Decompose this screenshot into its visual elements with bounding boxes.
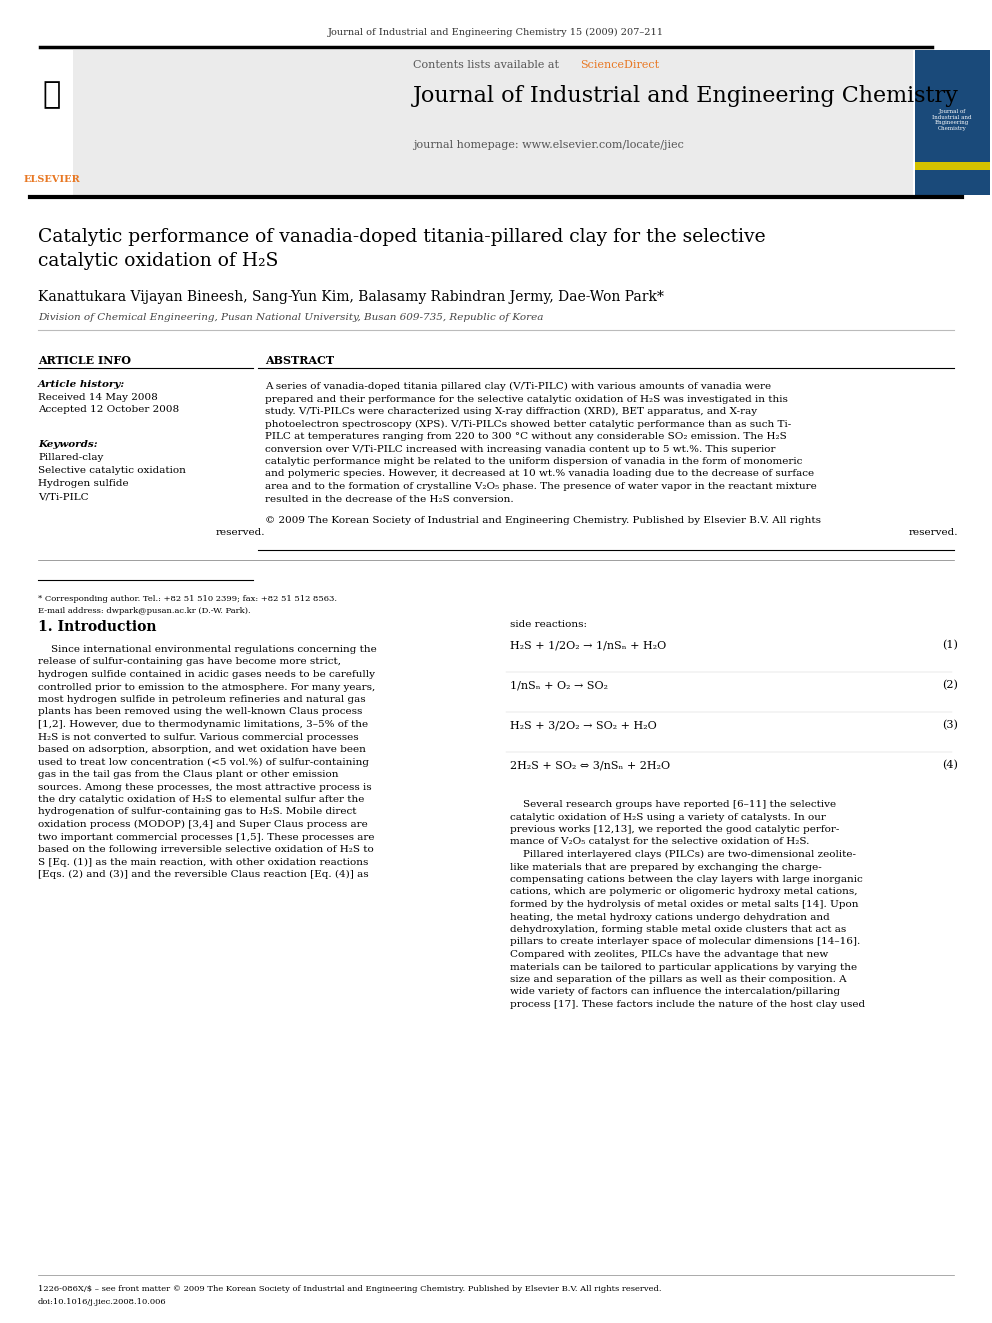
Text: resulted in the decrease of the H₂S conversion.: resulted in the decrease of the H₂S conv…	[265, 495, 514, 504]
Text: like materials that are prepared by exchanging the charge-: like materials that are prepared by exch…	[510, 863, 821, 872]
Text: H₂S + 3/2O₂ → SO₂ + H₂O: H₂S + 3/2O₂ → SO₂ + H₂O	[510, 720, 657, 730]
Text: A series of vanadia-doped titania pillared clay (V/Ti-PILC) with various amounts: A series of vanadia-doped titania pillar…	[265, 382, 771, 392]
Text: previous works [12,13], we reported the good catalytic perfor-: previous works [12,13], we reported the …	[510, 826, 839, 833]
Text: materials can be tailored to particular applications by varying the: materials can be tailored to particular …	[510, 963, 857, 971]
Text: and polymeric species. However, it decreased at 10 wt.% vanadia loading due to t: and polymeric species. However, it decre…	[265, 470, 814, 479]
Text: 1226-086X/$ – see front matter © 2009 The Korean Society of Industrial and Engin: 1226-086X/$ – see front matter © 2009 Th…	[38, 1285, 662, 1293]
Text: ARTICLE INFO: ARTICLE INFO	[38, 355, 131, 366]
Text: Pillared interlayered clays (PILCs) are two-dimensional zeolite-: Pillared interlayered clays (PILCs) are …	[510, 849, 856, 859]
Text: (2): (2)	[942, 680, 958, 691]
Text: Contents lists available at: Contents lists available at	[413, 60, 562, 70]
Text: prepared and their performance for the selective catalytic oxidation of H₂S was : prepared and their performance for the s…	[265, 394, 788, 404]
Text: (3): (3)	[942, 720, 958, 730]
Text: hydrogenation of sulfur-containing gas to H₂S. Mobile direct: hydrogenation of sulfur-containing gas t…	[38, 807, 356, 816]
Text: [Eqs. (2) and (3)] and the reversible Claus reaction [Eq. (4)] as: [Eqs. (2) and (3)] and the reversible Cl…	[38, 871, 369, 878]
Text: [1,2]. However, due to thermodynamic limitations, 3–5% of the: [1,2]. However, due to thermodynamic lim…	[38, 720, 368, 729]
Text: size and separation of the pillars as well as their composition. A: size and separation of the pillars as we…	[510, 975, 846, 984]
Text: used to treat low concentration (<5 vol.%) of sulfur-containing: used to treat low concentration (<5 vol.…	[38, 758, 369, 766]
Text: area and to the formation of crystalline V₂O₅ phase. The presence of water vapor: area and to the formation of crystalline…	[265, 482, 816, 491]
Text: compensating cations between the clay layers with large inorganic: compensating cations between the clay la…	[510, 875, 863, 884]
Text: journal homepage: www.elsevier.com/locate/jiec: journal homepage: www.elsevier.com/locat…	[413, 140, 683, 149]
Text: sources. Among these processes, the most attractive process is: sources. Among these processes, the most…	[38, 782, 372, 791]
Text: hydrogen sulfide contained in acidic gases needs to be carefully: hydrogen sulfide contained in acidic gas…	[38, 669, 375, 679]
Text: Hydrogen sulfide: Hydrogen sulfide	[38, 479, 129, 488]
Text: pillars to create interlayer space of molecular dimensions [14–16].: pillars to create interlayer space of mo…	[510, 938, 860, 946]
Text: Selective catalytic oxidation: Selective catalytic oxidation	[38, 466, 186, 475]
Text: © 2009 The Korean Society of Industrial and Engineering Chemistry. Published by : © 2009 The Korean Society of Industrial …	[265, 516, 821, 525]
Text: H₂S + 1/2O₂ → 1/nSₙ + H₂O: H₂S + 1/2O₂ → 1/nSₙ + H₂O	[510, 640, 667, 650]
Text: Since international environmental regulations concerning the: Since international environmental regula…	[38, 646, 377, 654]
Text: Article history:: Article history:	[38, 380, 125, 389]
Text: V/Ti-PILC: V/Ti-PILC	[38, 492, 88, 501]
Text: Compared with zeolites, PILCs have the advantage that new: Compared with zeolites, PILCs have the a…	[510, 950, 828, 959]
Text: oxidation process (MODOP) [3,4] and Super Claus process are: oxidation process (MODOP) [3,4] and Supe…	[38, 820, 368, 830]
Text: dehydroxylation, forming stable metal oxide clusters that act as: dehydroxylation, forming stable metal ox…	[510, 925, 846, 934]
Text: Journal of
Industrial and
Engineering
Chemistry: Journal of Industrial and Engineering Ch…	[932, 108, 972, 131]
Text: * Corresponding author. Tel.: +82 51 510 2399; fax: +82 51 512 8563.: * Corresponding author. Tel.: +82 51 510…	[38, 595, 337, 603]
Text: wide variety of factors can influence the intercalation/pillaring: wide variety of factors can influence th…	[510, 987, 840, 996]
Text: reserved.: reserved.	[909, 528, 958, 537]
Text: gas in the tail gas from the Claus plant or other emission: gas in the tail gas from the Claus plant…	[38, 770, 338, 779]
Text: E-mail address: dwpark@pusan.ac.kr (D.-W. Park).: E-mail address: dwpark@pusan.ac.kr (D.-W…	[38, 607, 251, 615]
Text: most hydrogen sulfide in petroleum refineries and natural gas: most hydrogen sulfide in petroleum refin…	[38, 695, 366, 704]
Text: (4): (4)	[942, 759, 958, 770]
Text: 1. Introduction: 1. Introduction	[38, 620, 157, 634]
Text: 🌳: 🌳	[43, 79, 62, 111]
Text: ELSEVIER: ELSEVIER	[24, 175, 80, 184]
Text: Accepted 12 October 2008: Accepted 12 October 2008	[38, 405, 180, 414]
FancyBboxPatch shape	[915, 161, 990, 169]
Text: based on adsorption, absorption, and wet oxidation have been: based on adsorption, absorption, and wet…	[38, 745, 366, 754]
Text: ScienceDirect: ScienceDirect	[580, 60, 659, 70]
Text: PILC at temperatures ranging from 220 to 300 °C without any considerable SO₂ emi: PILC at temperatures ranging from 220 to…	[265, 433, 787, 441]
Text: mance of V₂O₅ catalyst for the selective oxidation of H₂S.: mance of V₂O₅ catalyst for the selective…	[510, 837, 809, 847]
Text: Keywords:: Keywords:	[38, 441, 97, 448]
Text: Division of Chemical Engineering, Pusan National University, Busan 609-735, Repu: Division of Chemical Engineering, Pusan …	[38, 314, 544, 321]
Text: Journal of Industrial and Engineering Chemistry: Journal of Industrial and Engineering Ch…	[413, 85, 959, 107]
Text: 2H₂S + SO₂ ⇔ 3/nSₙ + 2H₂O: 2H₂S + SO₂ ⇔ 3/nSₙ + 2H₂O	[510, 759, 671, 770]
Text: plants has been removed using the well-known Claus process: plants has been removed using the well-k…	[38, 708, 362, 717]
Text: process [17]. These factors include the nature of the host clay used: process [17]. These factors include the …	[510, 1000, 865, 1009]
Text: photoelectron spectroscopy (XPS). V/Ti-PILCs showed better catalytic performance: photoelectron spectroscopy (XPS). V/Ti-P…	[265, 419, 792, 429]
Text: catalytic oxidation of H₂S using a variety of catalysts. In our: catalytic oxidation of H₂S using a varie…	[510, 812, 826, 822]
Text: two important commercial processes [1,5]. These processes are: two important commercial processes [1,5]…	[38, 832, 375, 841]
Text: S [Eq. (1)] as the main reaction, with other oxidation reactions: S [Eq. (1)] as the main reaction, with o…	[38, 857, 368, 867]
Text: conversion over V/Ti-PILC increased with increasing vanadia content up to 5 wt.%: conversion over V/Ti-PILC increased with…	[265, 445, 776, 454]
Text: ABSTRACT: ABSTRACT	[265, 355, 334, 366]
Text: cations, which are polymeric or oligomeric hydroxy metal cations,: cations, which are polymeric or oligomer…	[510, 888, 857, 897]
Text: release of sulfur-containing gas have become more strict,: release of sulfur-containing gas have be…	[38, 658, 341, 667]
Text: Kanattukara Vijayan Bineesh, Sang-Yun Kim, Balasamy Rabindran Jermy, Dae-Won Par: Kanattukara Vijayan Bineesh, Sang-Yun Ki…	[38, 290, 664, 304]
FancyBboxPatch shape	[73, 50, 913, 194]
Text: Pillared-clay: Pillared-clay	[38, 452, 103, 462]
Text: catalytic oxidation of H₂S: catalytic oxidation of H₂S	[38, 251, 279, 270]
Text: formed by the hydrolysis of metal oxides or metal salts [14]. Upon: formed by the hydrolysis of metal oxides…	[510, 900, 858, 909]
Text: Catalytic performance of vanadia-doped titania-pillared clay for the selective: Catalytic performance of vanadia-doped t…	[38, 228, 766, 246]
Text: the dry catalytic oxidation of H₂S to elemental sulfur after the: the dry catalytic oxidation of H₂S to el…	[38, 795, 364, 804]
Text: reserved.: reserved.	[215, 528, 265, 537]
Text: study. V/Ti-PILCs were characterized using X-ray diffraction (XRD), BET apparatu: study. V/Ti-PILCs were characterized usi…	[265, 407, 757, 417]
Text: Journal of Industrial and Engineering Chemistry 15 (2009) 207–211: Journal of Industrial and Engineering Ch…	[328, 28, 664, 37]
Text: based on the following irreversible selective oxidation of H₂S to: based on the following irreversible sele…	[38, 845, 374, 855]
Text: doi:10.1016/j.jiec.2008.10.006: doi:10.1016/j.jiec.2008.10.006	[38, 1298, 167, 1306]
Text: (1): (1)	[942, 640, 958, 651]
Text: Several research groups have reported [6–11] the selective: Several research groups have reported [6…	[510, 800, 836, 808]
Text: Received 14 May 2008: Received 14 May 2008	[38, 393, 158, 402]
Text: 1/nSₙ + O₂ → SO₂: 1/nSₙ + O₂ → SO₂	[510, 680, 608, 691]
FancyBboxPatch shape	[915, 50, 990, 194]
Text: side reactions:: side reactions:	[510, 620, 587, 628]
Text: controlled prior to emission to the atmosphere. For many years,: controlled prior to emission to the atmo…	[38, 683, 375, 692]
Text: H₂S is not converted to sulfur. Various commercial processes: H₂S is not converted to sulfur. Various …	[38, 733, 359, 741]
Text: heating, the metal hydroxy cations undergo dehydration and: heating, the metal hydroxy cations under…	[510, 913, 829, 922]
FancyBboxPatch shape	[30, 50, 73, 194]
Text: catalytic performance might be related to the uniform dispersion of vanadia in t: catalytic performance might be related t…	[265, 456, 803, 466]
